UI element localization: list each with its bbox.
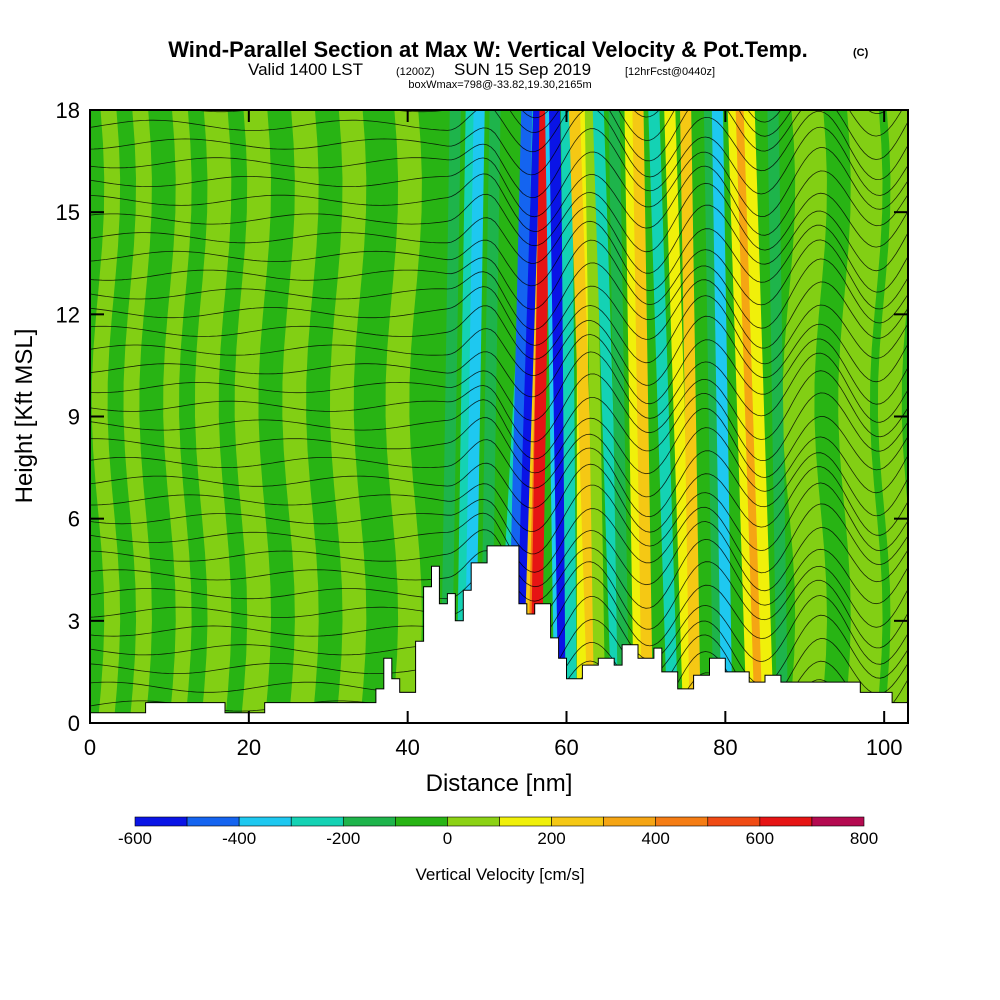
colorbar-swatch (290, 816, 344, 827)
theta-contour (90, 427, 908, 498)
theta-contour (90, 482, 908, 555)
colorbar-tick-label: 200 (537, 829, 565, 848)
theta-contour (90, 165, 908, 236)
velocity-band (464, 110, 485, 723)
x-axis: 0 20 40 60 80 100 (84, 110, 903, 760)
theta-contour (90, 407, 908, 478)
theta-contour (90, 239, 908, 310)
theta-contour (90, 110, 908, 181)
y-tick-label: 18 (56, 98, 80, 123)
theta-contour (191, 110, 903, 141)
velocity-band (680, 110, 701, 723)
copyright-mark: (C) (853, 47, 869, 59)
velocity-band (592, 110, 623, 723)
velocity-band (632, 110, 654, 723)
colorbar-swatch (134, 816, 188, 827)
colorbar-tick-label: 400 (642, 829, 670, 848)
colorbar-ticks: -600 -400 -200 0 200 400 600 800 (118, 829, 878, 848)
velocity-band (329, 110, 367, 723)
colorbar-swatch (499, 816, 552, 827)
colorbar-swatch (551, 816, 604, 827)
colorbar-swatch (603, 816, 657, 827)
velocity-band (385, 110, 422, 723)
colorbar-tick-label: 0 (443, 829, 452, 848)
valid-date: SUN 15 Sep 2019 (454, 60, 591, 79)
velocity-band (123, 110, 152, 723)
x-axis-label: Distance [nm] (426, 770, 573, 797)
theta-contour (90, 351, 908, 423)
colorbar-swatch (447, 816, 500, 827)
box-wmax-info: boxWmax=798@-33.82,19.30,2165m (408, 79, 591, 91)
theta-contour (90, 370, 908, 443)
theta-contour (90, 503, 908, 574)
colorbar (134, 816, 865, 827)
forecast-info: [12hrFcst@0440z] (625, 66, 715, 78)
colorbar-swatch (707, 816, 761, 827)
theta-contour (521, 110, 887, 123)
velocity-band (711, 110, 733, 723)
x-tick-label: 20 (237, 735, 261, 760)
theta-contour (90, 220, 908, 293)
theta-contour (90, 146, 908, 218)
colorbar-swatch (186, 816, 240, 827)
velocity-band (767, 110, 789, 723)
velocity-band (163, 110, 192, 723)
theta-contour (90, 182, 908, 253)
y-axis: 0 3 6 9 12 15 18 (56, 98, 908, 736)
velocity-band (782, 110, 827, 723)
theta-contour (90, 279, 908, 349)
y-tick-label: 9 (68, 405, 80, 430)
terrain (90, 545, 908, 723)
x-tick-label: 40 (395, 735, 419, 760)
plot-area (90, 110, 908, 723)
theta-contour (90, 463, 908, 536)
x-tick-label: 0 (84, 735, 96, 760)
theta-contour (90, 204, 908, 274)
theta-contour (90, 392, 908, 462)
theta-contour (90, 521, 908, 592)
velocity-band (648, 110, 679, 723)
x-tick-label: 100 (866, 735, 903, 760)
velocity-band (743, 110, 774, 723)
y-tick-label: 12 (56, 302, 80, 327)
colorbar-swatch (395, 816, 448, 827)
colorbar-label: Vertical Velocity [cm/s] (415, 865, 584, 884)
theta-contour (90, 334, 908, 405)
y-tick-label: 6 (68, 507, 80, 532)
theta-contour (90, 315, 908, 386)
theta-contour (90, 447, 908, 518)
theta-contour (90, 295, 908, 365)
colorbar-tick-label: -200 (326, 829, 360, 848)
theta-contour (90, 258, 908, 330)
y-tick-label: 15 (56, 200, 80, 225)
colorbar-tick-label: -400 (222, 829, 256, 848)
x-tick-label: 80 (713, 735, 737, 760)
velocity-band (234, 110, 272, 723)
chart-title: Wind-Parallel Section at Max W: Vertical… (168, 37, 808, 62)
colorbar-swatch (655, 816, 709, 827)
velocity-band (194, 110, 232, 723)
velocity-band (568, 110, 600, 723)
velocity-band (440, 110, 461, 723)
theta-contour (90, 126, 908, 199)
y-axis-label: Height [Kft MSL] (11, 329, 38, 504)
colorbar-tick-label: 600 (746, 829, 774, 848)
theta-contour (90, 110, 908, 162)
velocity-band (877, 110, 908, 723)
x-tick-label: 60 (554, 735, 578, 760)
colorbar-tick-label: 800 (850, 829, 878, 848)
velocity-band (838, 110, 883, 723)
colorbar-tick-label: -600 (118, 829, 152, 848)
valid-time-prefix: Valid 1400 LST (248, 60, 363, 79)
colorbar-swatch (759, 816, 813, 827)
colorbar-swatch (342, 816, 396, 827)
velocity-band (529, 110, 551, 723)
valid-time-utc: (1200Z) (396, 66, 435, 78)
velocity-band (608, 110, 630, 723)
y-tick-label: 3 (68, 609, 80, 634)
colorbar-swatch (811, 816, 865, 827)
colorbar-swatch (238, 816, 292, 827)
y-tick-label: 0 (68, 711, 80, 736)
